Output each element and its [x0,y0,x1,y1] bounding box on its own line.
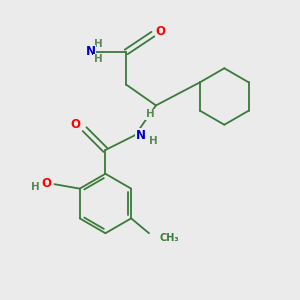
Text: O: O [41,177,51,190]
Text: H: H [148,136,157,146]
Text: O: O [71,118,81,131]
Text: H: H [31,182,40,192]
Text: CH₃: CH₃ [159,233,179,243]
Text: H: H [94,54,102,64]
Text: H: H [146,109,154,119]
Text: N: N [136,129,146,142]
Text: O: O [155,25,165,38]
Text: N: N [85,45,96,58]
Text: H: H [94,40,102,50]
